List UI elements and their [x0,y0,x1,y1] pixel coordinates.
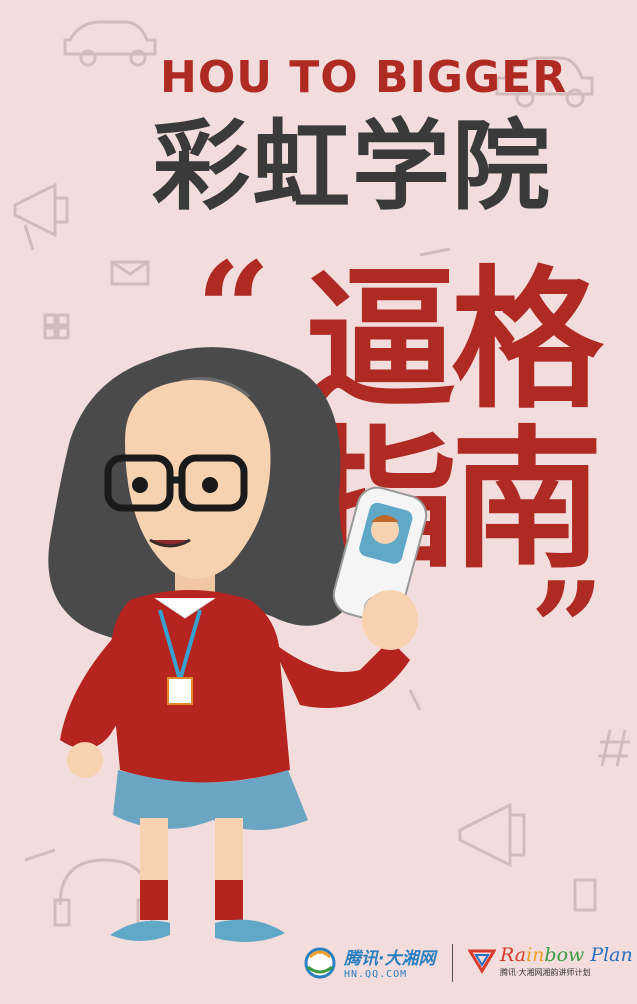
tencent-url: HN.QQ.COM [344,969,408,980]
blue-shorts [113,770,308,830]
tencent-name: 腾讯·大湘网 [344,949,436,969]
line-doodle [24,247,451,862]
rainbow-plan-logo: Rainbow Plan 腾讯·大湘网湘韵讲师计划 [468,944,633,978]
headline-line-1: 逼格 [305,252,603,429]
car-icon [63,20,157,67]
close-quote: ” [530,553,605,706]
footer-logos: 腾讯·大湘网 HN.QQ.COM Rainbow Plan 腾讯·大湘网湘韵讲师… [300,940,637,988]
mail-icon [110,260,150,286]
phone-icon [332,486,428,625]
megaphone-icon [13,182,69,251]
hashtag-icon [598,729,630,767]
tencent-logo: 腾讯·大湘网 HN.QQ.COM [300,944,435,980]
rainbow-plan-subtitle: 腾讯·大湘网湘韵讲师计划 [500,968,591,977]
rainbow-triangle-icon [468,949,496,974]
glasses [104,454,248,512]
megaphone-icon [458,802,597,912]
english-title: HOU TO BIGGER [160,52,568,103]
car-icon [495,56,594,108]
face [125,379,271,579]
windows-icon [43,313,70,340]
rainbow-plan-title: Rainbow Plan [500,944,633,966]
qq-logo-icon [304,947,336,979]
chinese-title: 彩虹学院 [152,110,553,224]
red-sweater [110,590,290,783]
logo-divider [452,944,453,982]
cartoon-girl-illustration [48,347,428,942]
